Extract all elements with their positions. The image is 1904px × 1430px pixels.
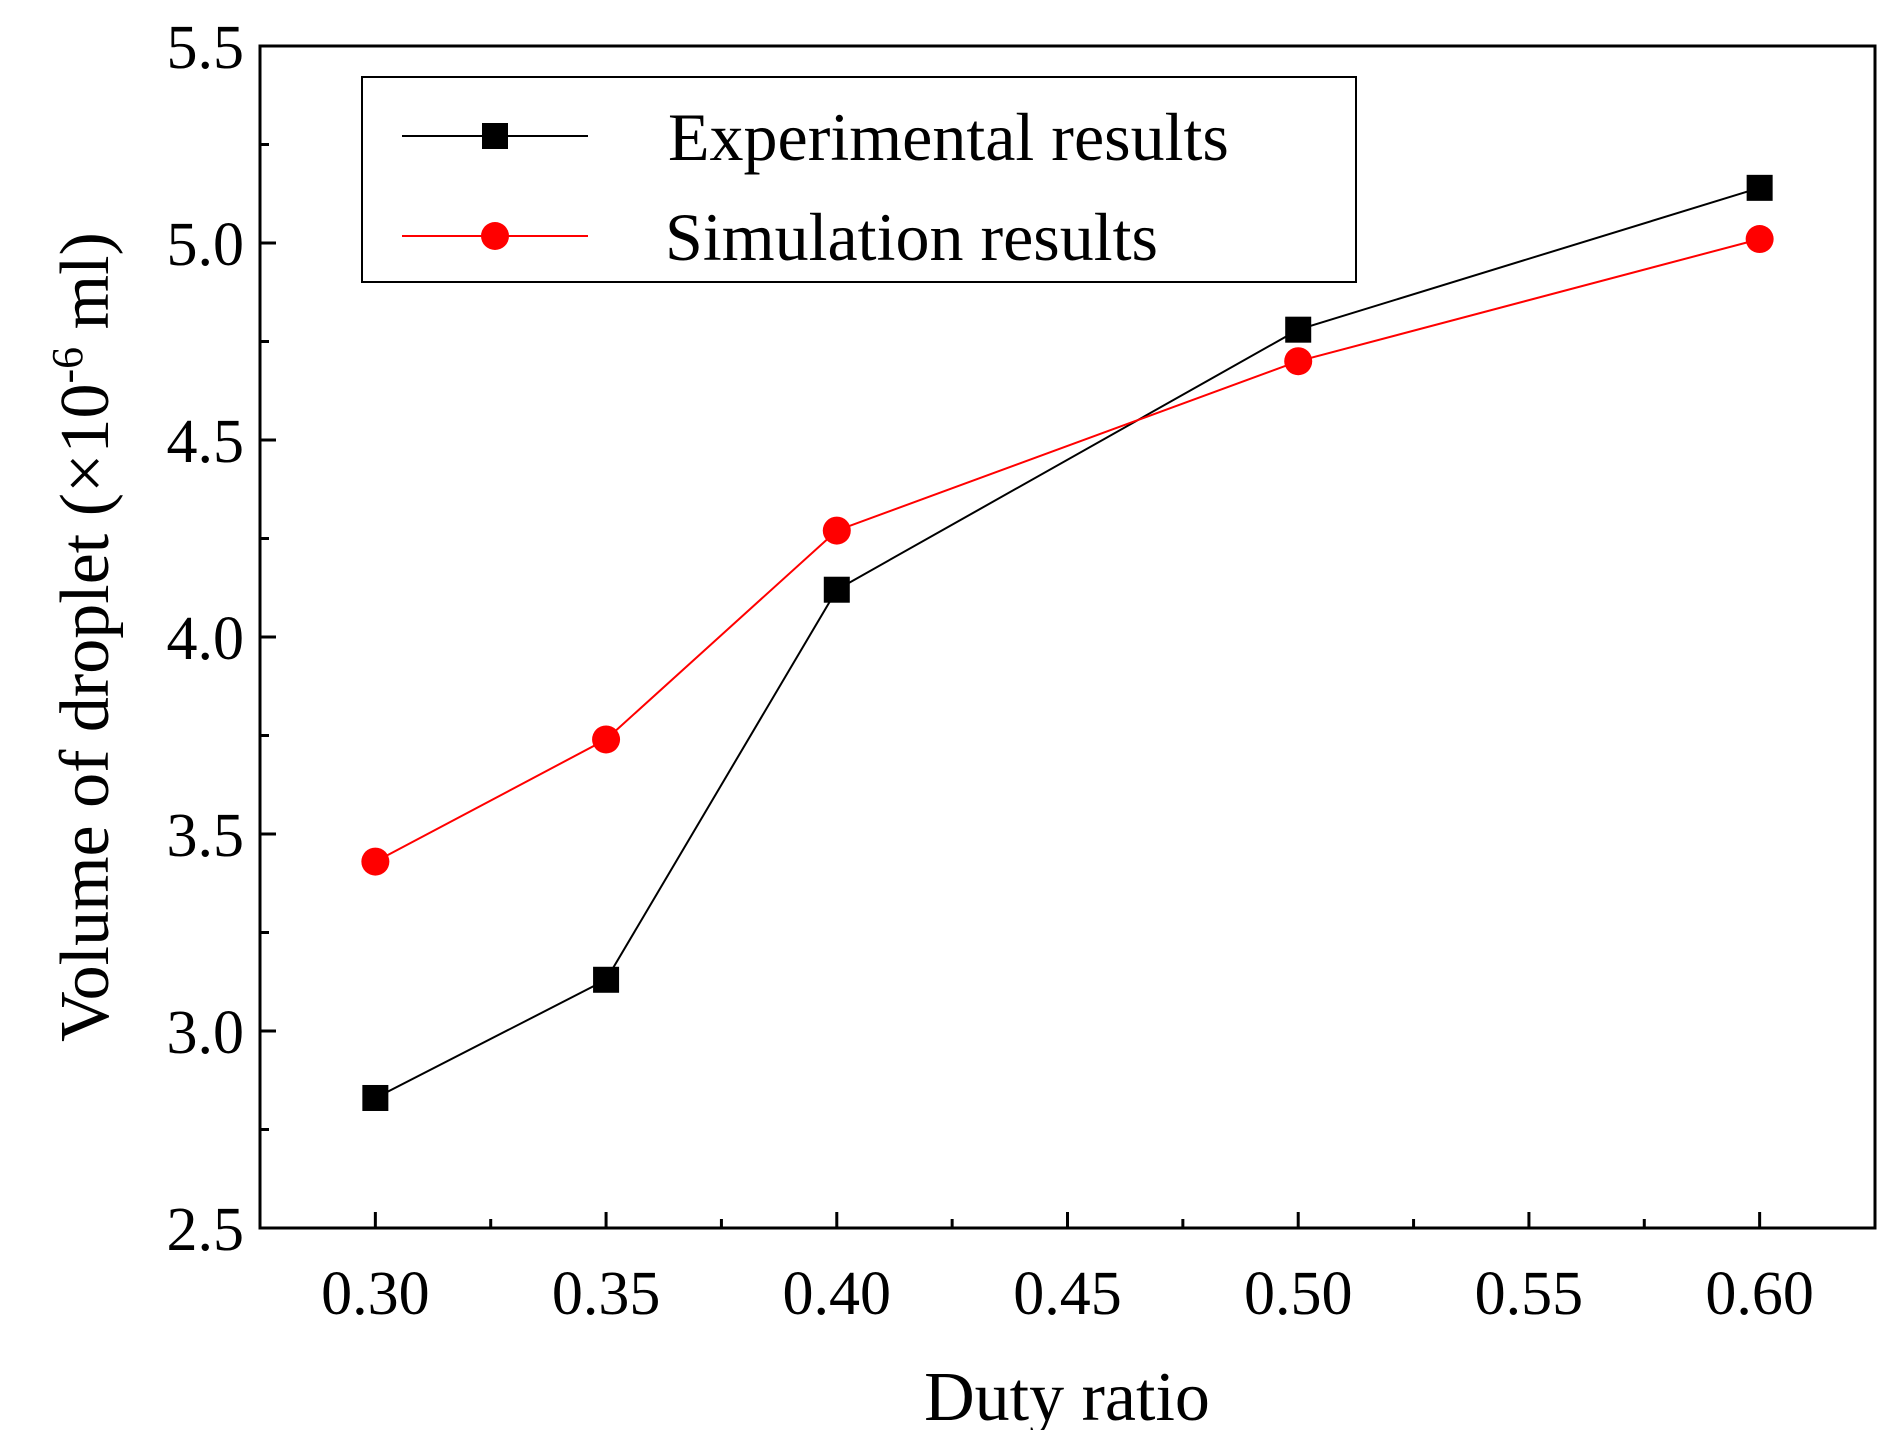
legend-marker-simulation — [481, 222, 509, 250]
x-tick-label: 0.45 — [1013, 1260, 1122, 1328]
series-line-simulation — [374, 238, 1760, 863]
legend-box — [361, 76, 1357, 283]
x-tick-label: 0.35 — [552, 1260, 661, 1328]
y-axis-title: Volume of droplet (×10-6 ml) — [43, 232, 124, 1042]
x-tick-label: 0.30 — [321, 1260, 430, 1328]
data-point-experimental — [1285, 316, 1312, 343]
legend-marker-experimental — [482, 123, 508, 149]
x-tick-label: 0.60 — [1705, 1260, 1814, 1328]
data-point-experimental — [362, 1084, 389, 1111]
y-tick-label: 5.0 — [167, 211, 245, 279]
series-layer — [361, 174, 1774, 1111]
y-tick-label: 3.0 — [167, 999, 245, 1067]
axis-ticks — [260, 44, 1762, 1230]
axis-tick-labels: 0.30 0.35 0.40 0.45 0.50 0.55 0.60 2.5 3.0 3.5 4.0… — [167, 14, 1814, 1328]
data-point-experimental — [593, 966, 620, 993]
y-tick-label: 4.0 — [167, 605, 245, 673]
y-tick-label: 3.5 — [167, 802, 245, 870]
legend-label-experimental: Experimental results — [668, 99, 1229, 175]
y-tick-label: 5.5 — [167, 14, 245, 82]
legend: Experimental results Simulation results — [361, 76, 1357, 283]
data-point-simulation — [361, 847, 390, 876]
x-axis-title: Duty ratio — [924, 1359, 1210, 1430]
data-point-experimental — [823, 576, 850, 603]
data-point-experimental — [1746, 174, 1773, 201]
y-tick-label: 4.5 — [167, 408, 245, 476]
data-point-simulation — [1745, 225, 1774, 254]
data-point-simulation — [822, 516, 851, 545]
x-tick-label: 0.40 — [783, 1260, 892, 1328]
x-tick-label: 0.50 — [1244, 1260, 1353, 1328]
legend-label-simulation: Simulation results — [665, 199, 1158, 275]
y-tick-label: 2.5 — [167, 1196, 245, 1264]
data-point-simulation — [1284, 347, 1313, 376]
x-tick-label: 0.55 — [1475, 1260, 1584, 1328]
data-point-simulation — [592, 725, 621, 754]
series-line-experimental — [374, 186, 1760, 1099]
